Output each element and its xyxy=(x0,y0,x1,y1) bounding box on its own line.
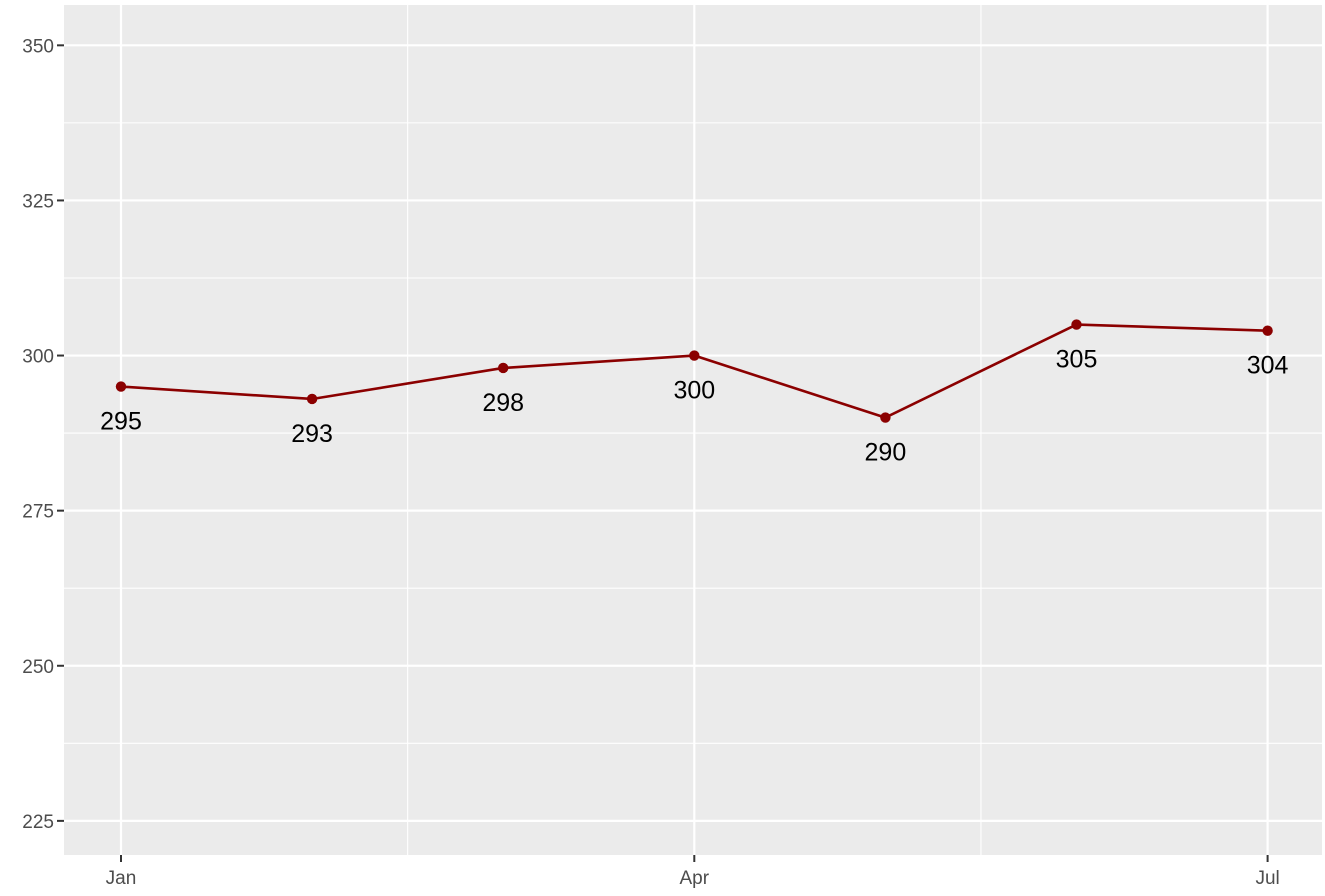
data-label: 298 xyxy=(482,389,524,417)
plot-panel xyxy=(64,5,1322,855)
x-tick-label: Apr xyxy=(680,868,710,889)
data-point xyxy=(1071,319,1082,330)
y-tick-label: 250 xyxy=(22,657,54,678)
data-label: 295 xyxy=(100,408,142,436)
x-tick-label: Jan xyxy=(106,868,137,889)
y-tick-label: 325 xyxy=(22,191,54,212)
data-label: 290 xyxy=(865,439,907,467)
series-line-group xyxy=(115,319,1273,423)
data-labels: 295 293 298 300 290 305 304 xyxy=(100,346,1288,467)
x-axis: Jan Apr Jul xyxy=(106,855,1280,889)
data-label: 300 xyxy=(673,377,715,405)
y-tick-label: 350 xyxy=(22,36,54,57)
data-label: 305 xyxy=(1056,346,1098,374)
data-point xyxy=(1262,325,1273,336)
minor-gridlines xyxy=(64,5,1322,855)
y-tick-label: 275 xyxy=(22,502,54,523)
data-label: 293 xyxy=(291,420,333,448)
data-point xyxy=(306,393,318,405)
y-tick-label: 300 xyxy=(22,347,54,368)
data-point xyxy=(880,412,891,423)
data-point xyxy=(115,381,127,392)
y-tick-label: 225 xyxy=(22,812,54,833)
data-point xyxy=(689,350,700,361)
data-point xyxy=(498,362,509,374)
y-axis: 225 250 275 300 325 350 xyxy=(22,36,64,833)
major-gridlines xyxy=(64,5,1322,855)
data-label: 304 xyxy=(1247,352,1289,380)
x-tick-label: Jul xyxy=(1255,868,1279,889)
